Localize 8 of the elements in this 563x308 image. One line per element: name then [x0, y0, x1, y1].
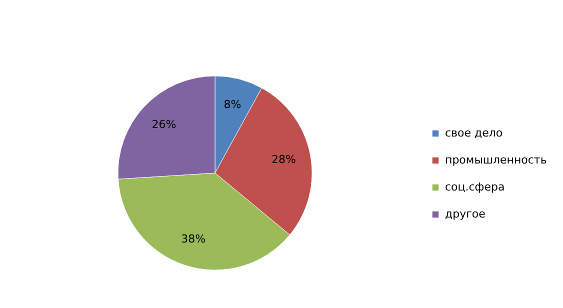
legend-label: соц.сфера [445, 180, 505, 194]
data-label: 8% [224, 98, 242, 112]
data-label: 38% [181, 232, 206, 246]
data-label: 28% [272, 152, 296, 166]
legend-label: промышленность [445, 154, 547, 166]
legend-label: другое [445, 208, 486, 220]
legend-label: свое дело [445, 126, 503, 140]
data-label: 26% [152, 118, 176, 132]
